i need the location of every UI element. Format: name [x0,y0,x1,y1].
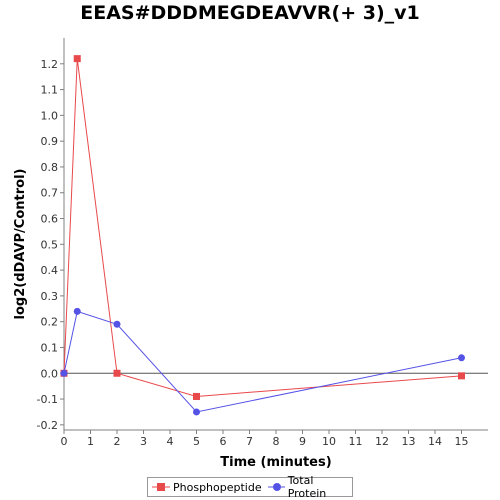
y-tick-label: 0.0 [41,367,59,380]
x-tick-label: 14 [428,435,442,448]
y-tick-label: 1.0 [41,109,59,122]
y-tick-label: 0.9 [41,135,59,148]
data-point-total-protein [113,320,121,328]
y-tick-label: 0.8 [41,161,59,174]
x-tick-label: 8 [273,435,280,448]
legend-item-total-protein: Total Protein [267,474,352,500]
x-tick-label: 4 [167,435,174,448]
data-point-total-protein [193,408,200,416]
data-point-phosphopeptide [458,372,465,380]
legend-item-phosphopeptide: Phosphopeptide [152,481,262,494]
legend-marker-square-icon [152,483,170,491]
data-point-total-protein [458,354,465,362]
data-point-total-protein [60,369,68,377]
data-point-phosphopeptide [73,55,81,63]
chart-title: EEAS#DDDMEGDEAVVR(+ 3)_v1 [80,2,420,24]
data-point-phosphopeptide [113,369,121,377]
x-tick-label: 10 [322,435,336,448]
y-tick-label: 0.4 [41,264,59,277]
y-tick-label: -0.1 [37,393,58,406]
y-tick-label: 1.2 [41,58,59,71]
x-tick-label: 9 [299,435,306,448]
legend-marker-circle-icon [267,483,285,491]
y-tick-label: -0.2 [37,419,58,432]
legend-label: Total Protein [287,474,327,500]
y-tick-label: 0.1 [41,341,59,354]
legend: Phosphopeptide Total Protein [147,474,353,500]
x-tick-label: 13 [402,435,416,448]
data-point-total-protein [73,307,81,315]
y-tick-label: 0.7 [41,187,59,200]
y-axis-label: log2(dDAVP/Control) [13,169,28,320]
y-tick-label: 0.6 [41,213,59,226]
data-point-phosphopeptide [193,392,200,400]
y-tick-label: 0.3 [41,290,59,303]
legend-label: Phosphopeptide [173,480,262,494]
x-tick-label: 15 [455,435,469,448]
y-tick-label: 0.5 [41,238,59,251]
x-tick-label: 1 [87,435,94,448]
x-tick-label: 11 [349,435,363,448]
y-tick-label: 1.1 [41,84,59,97]
x-tick-label: 5 [193,435,200,448]
x-tick-label: 6 [220,435,227,448]
x-tick-label: 7 [246,435,253,448]
x-tick-label: 2 [114,435,121,448]
x-tick-label: 3 [140,435,147,448]
y-tick-label: 0.2 [41,316,59,329]
x-tick-label: 12 [375,435,389,448]
plot-area [64,38,488,430]
x-axis-label: Time (minutes) [220,455,331,470]
x-tick-label: 0 [61,435,68,448]
